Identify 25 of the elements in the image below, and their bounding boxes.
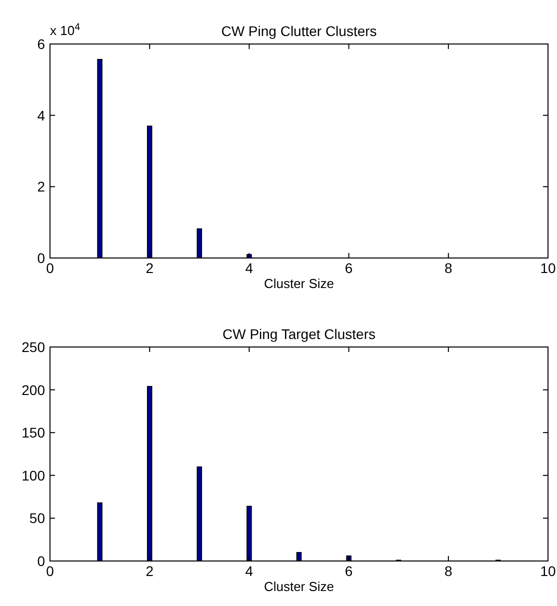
- x-tick-label: 2: [146, 563, 154, 579]
- y-tick-label: 50: [29, 510, 46, 526]
- y-tick-label: 250: [22, 339, 46, 355]
- y-tick-label: 6: [37, 36, 46, 52]
- y-tick-label: 0: [37, 553, 46, 569]
- y-tick-label: 2: [37, 178, 46, 195]
- chart-title: CW Ping Target Clusters: [222, 326, 376, 342]
- x-tick-label: 4: [245, 260, 254, 276]
- x-tick-label: 2: [146, 260, 154, 276]
- x-tick-label: 4: [245, 563, 254, 579]
- x-tick-label: 6: [344, 260, 353, 276]
- x-tick-label: 10: [540, 563, 556, 579]
- x-tick-label: 8: [444, 563, 452, 579]
- x-tick-label: 6: [344, 563, 353, 579]
- chart-title: CW Ping Clutter Clusters: [221, 23, 377, 39]
- y-tick-label: 4: [37, 107, 46, 124]
- text: x 10$^{4}$: [50, 22, 81, 38]
- y-tick-label: 100: [22, 467, 46, 484]
- y-tick-label: 150: [22, 424, 46, 441]
- x-tick-label: 8: [444, 260, 452, 276]
- y-tick-label: 200: [22, 382, 46, 398]
- x-tick-label: 10: [540, 260, 556, 276]
- y-tick-label: 0: [37, 250, 46, 266]
- x-axis-title: Cluster Size: [264, 579, 334, 594]
- x-axis-title: Cluster Size: [264, 276, 334, 291]
